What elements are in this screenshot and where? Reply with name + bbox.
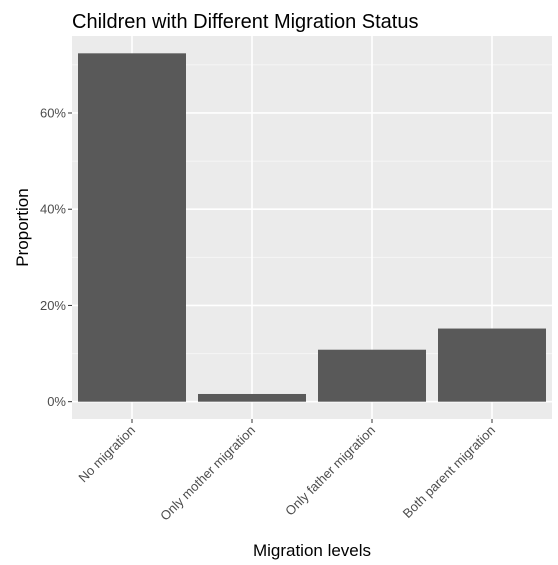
x-tick-label: No migration [75, 423, 138, 486]
x-axis: No migration Only mother migration Only fa… [75, 419, 498, 524]
bar [318, 349, 426, 402]
y-axis: 0% 20% 40% 60% [40, 105, 72, 409]
y-axis-label: Proportion [13, 188, 32, 266]
y-tick-label: 20% [40, 298, 66, 313]
chart-title: Children with Different Migration Status [72, 11, 418, 33]
x-tick-label: Both parent migration [400, 423, 498, 521]
y-tick-label: 40% [40, 202, 66, 217]
y-tick-label: 60% [40, 105, 66, 120]
x-axis-label: Migration levels [253, 541, 371, 560]
y-tick-label: 0% [47, 394, 66, 409]
bars [78, 53, 546, 402]
x-tick-label: Only father migration [282, 423, 378, 519]
x-tick-label: Only mother migration [157, 423, 258, 524]
bar [78, 53, 186, 402]
bar [198, 393, 306, 402]
bar [438, 328, 546, 402]
